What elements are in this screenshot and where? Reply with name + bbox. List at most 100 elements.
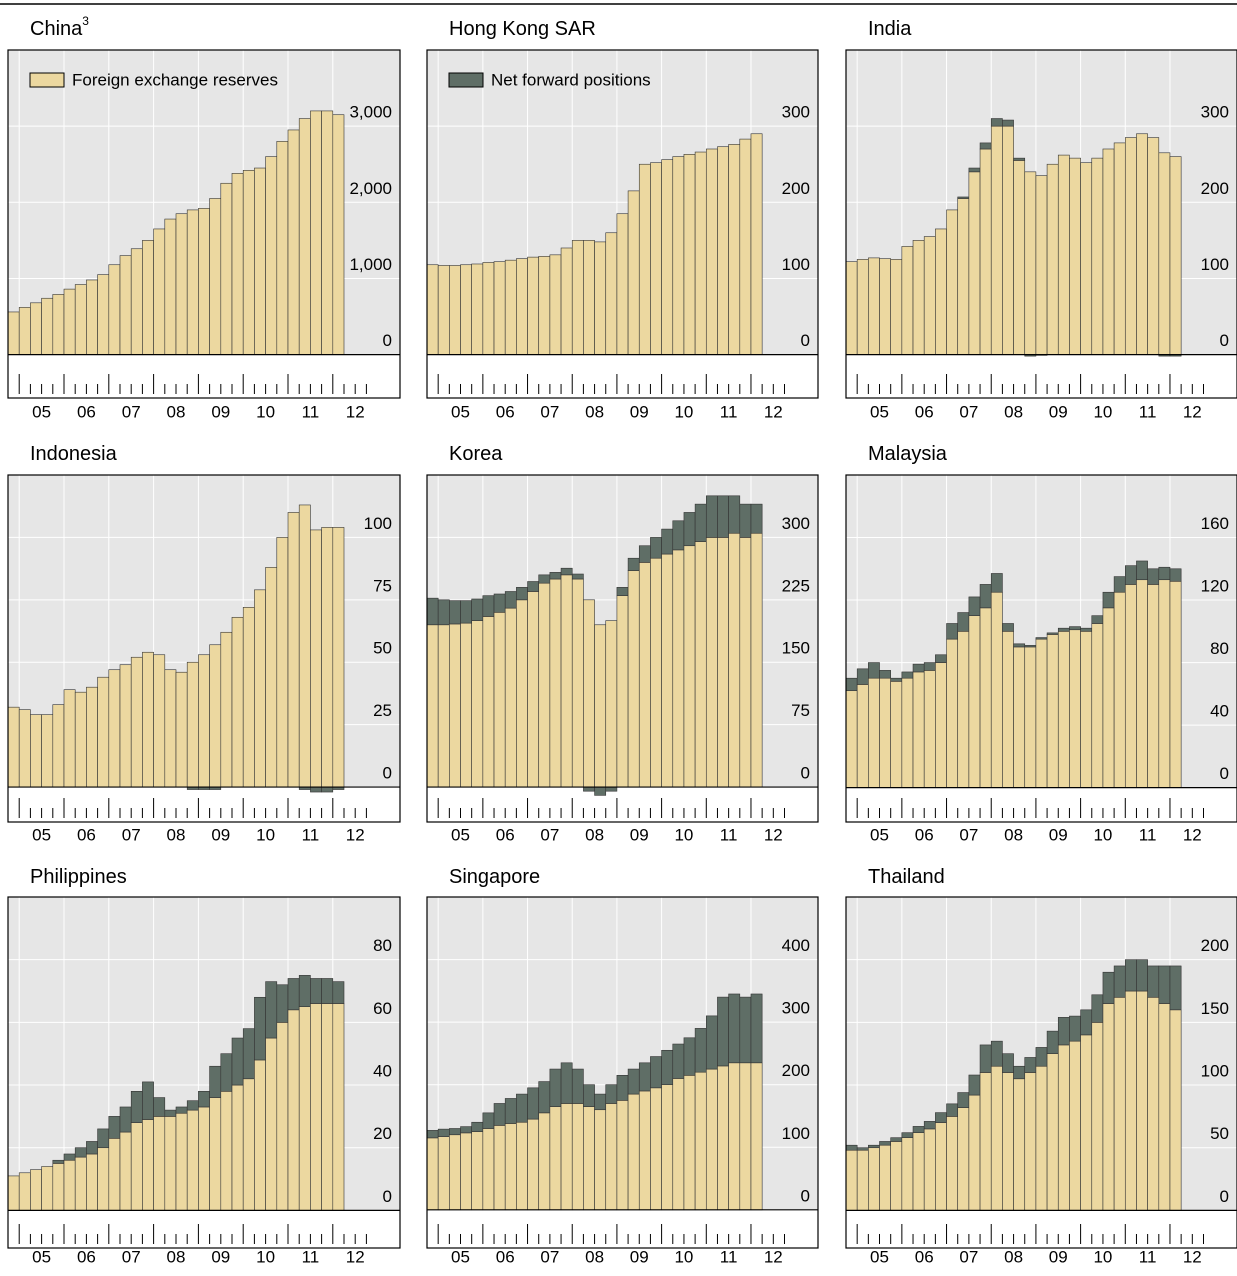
bar-segment bbox=[717, 1065, 729, 1211]
bar-segment bbox=[638, 1062, 651, 1092]
bar-segment bbox=[1091, 1022, 1104, 1211]
x-tick-label: 08 bbox=[167, 402, 186, 421]
panel-title-text: Korea bbox=[449, 443, 503, 465]
bar-segment bbox=[1046, 1053, 1059, 1211]
bar-segment bbox=[1013, 1065, 1026, 1080]
bar-segment bbox=[1080, 162, 1093, 355]
bar-segment bbox=[1091, 994, 1104, 1023]
bar-segment bbox=[616, 587, 629, 596]
x-tick-label: 07 bbox=[540, 402, 559, 421]
bar-segment bbox=[471, 263, 484, 355]
bar-segment bbox=[449, 623, 461, 788]
x-tick-label: 10 bbox=[1093, 402, 1112, 421]
bar-segment bbox=[220, 1053, 233, 1092]
bar-segment bbox=[1147, 137, 1160, 355]
bar-segment bbox=[63, 1159, 76, 1211]
bar-segment bbox=[164, 1109, 177, 1117]
bar-segment bbox=[482, 1128, 495, 1211]
bar-segment bbox=[538, 582, 551, 788]
bar-segment bbox=[460, 1126, 472, 1134]
bar-segment bbox=[1013, 160, 1026, 355]
bar-segment bbox=[650, 537, 662, 559]
x-tick-label: 06 bbox=[915, 402, 934, 421]
bar-segment bbox=[1013, 646, 1026, 788]
bar-segment bbox=[449, 1134, 461, 1211]
bar-segment bbox=[923, 662, 936, 671]
bar-segment bbox=[460, 1132, 472, 1211]
bar-segment bbox=[845, 690, 858, 788]
bar-segment bbox=[1091, 623, 1104, 788]
bar-segment bbox=[879, 258, 891, 355]
bar-segment bbox=[52, 1163, 65, 1211]
x-tick-label: 05 bbox=[32, 825, 51, 844]
bar-segment bbox=[605, 1084, 618, 1104]
bar-segment bbox=[616, 1075, 629, 1101]
bar-segment bbox=[153, 228, 166, 355]
panel-title-text: Hong Kong SAR bbox=[449, 18, 596, 40]
x-tick-label: 05 bbox=[451, 402, 470, 421]
bar-segment bbox=[332, 114, 345, 355]
y-tick-label: 50 bbox=[373, 639, 392, 658]
bar-segment bbox=[717, 146, 729, 355]
bar-segment bbox=[287, 978, 300, 1011]
bar-segment bbox=[119, 255, 132, 355]
bar-segment bbox=[527, 256, 540, 355]
bar-segment bbox=[638, 562, 651, 788]
bar-segment bbox=[130, 656, 143, 788]
y-tick-label: 0 bbox=[801, 331, 810, 350]
bar-segment bbox=[504, 607, 517, 788]
bar-segment bbox=[728, 993, 741, 1064]
x-tick-label: 08 bbox=[167, 1247, 186, 1266]
bar-segment bbox=[923, 1121, 936, 1130]
bar-segment bbox=[1069, 1015, 1081, 1042]
bar-segment bbox=[717, 996, 729, 1067]
bar-segment bbox=[527, 1118, 540, 1211]
bar-segment bbox=[7, 706, 20, 788]
bar-segment bbox=[923, 236, 936, 355]
y-tick-label: 0 bbox=[383, 764, 392, 783]
bar-segment bbox=[142, 1081, 154, 1120]
y-tick-label: 0 bbox=[1220, 331, 1229, 350]
bar-segment bbox=[979, 1072, 992, 1211]
bar-segment bbox=[1046, 163, 1059, 355]
bar-segment bbox=[616, 213, 629, 355]
bar-segment bbox=[560, 1103, 573, 1211]
x-tick-label: 07 bbox=[122, 1247, 141, 1266]
bar-segment bbox=[426, 1130, 439, 1139]
bar-segment bbox=[1124, 990, 1137, 1211]
bar-segment bbox=[571, 1068, 584, 1104]
bar-segment bbox=[30, 1169, 42, 1211]
x-tick-label: 11 bbox=[302, 825, 320, 844]
bar-segment bbox=[923, 670, 936, 788]
bar-segment bbox=[538, 574, 551, 584]
y-tick-label: 3,000 bbox=[349, 103, 392, 122]
bar-segment bbox=[627, 190, 640, 355]
x-tick-label: 09 bbox=[211, 825, 230, 844]
bar-segment bbox=[516, 258, 528, 355]
bar-segment bbox=[298, 1006, 311, 1211]
bar-segment bbox=[594, 786, 607, 796]
bar-segment bbox=[901, 671, 914, 679]
bar-segment bbox=[890, 1141, 903, 1211]
bar-segment bbox=[672, 1078, 685, 1211]
bar-segment bbox=[298, 975, 311, 1007]
x-tick-label: 10 bbox=[674, 1247, 693, 1266]
bar-segment bbox=[1136, 990, 1148, 1211]
y-tick-label: 50 bbox=[1210, 1124, 1229, 1143]
bar-segment bbox=[968, 171, 981, 355]
bar-segment bbox=[979, 1044, 992, 1073]
bar-segment bbox=[7, 1175, 20, 1211]
bar-segment bbox=[209, 198, 222, 355]
x-tick-label: 05 bbox=[870, 825, 889, 844]
x-tick-label: 06 bbox=[77, 1247, 96, 1266]
x-tick-label: 09 bbox=[1049, 402, 1068, 421]
bar-segment bbox=[1113, 576, 1126, 593]
bar-segment bbox=[1069, 157, 1081, 355]
bar-segment bbox=[242, 607, 255, 788]
y-tick-label: 60 bbox=[373, 999, 392, 1018]
bar-segment bbox=[1024, 171, 1037, 355]
bar-segment bbox=[1002, 119, 1014, 127]
bar-segment bbox=[549, 1068, 562, 1107]
panel-border bbox=[7, 474, 401, 823]
bar-segment bbox=[471, 620, 484, 788]
